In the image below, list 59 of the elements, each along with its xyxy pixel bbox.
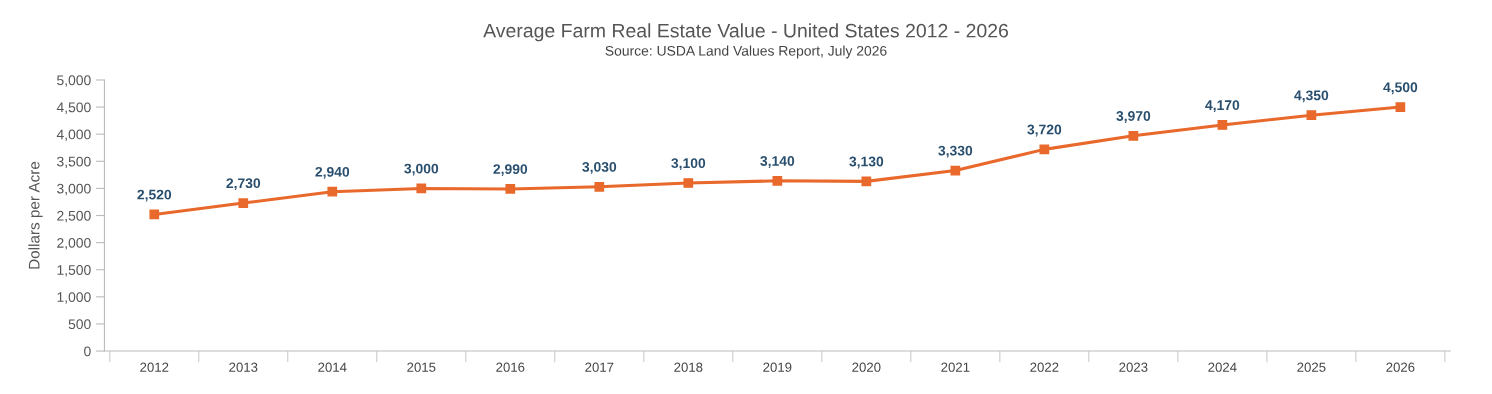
point [1128,130,1139,141]
data-label: 2,940 [315,166,350,179]
data-label: 3,130 [849,156,884,169]
data-label: 4,500 [1383,82,1418,95]
point [950,165,961,176]
data-label: 3,030 [582,162,617,174]
y-tick-label: 4,000 [56,129,91,142]
x-tick-label: 2014 [318,362,347,372]
y-tick-label: 2,500 [57,210,91,223]
data-label: 3,100 [671,158,706,171]
x-tick-label: 2023 [1119,362,1148,372]
y-tick-label: 500 [68,319,91,330]
point [683,178,694,188]
data-label: 3,720 [1027,124,1062,137]
y-axis-title: Dollars per Acre [28,161,43,269]
point [861,176,872,187]
data-label: 3,140 [760,156,795,168]
x-tick-label: 2016 [496,362,525,372]
data-label: 4,350 [1294,90,1329,103]
point [772,175,783,186]
x-tick-label: 2019 [763,362,792,372]
x-tick-label: 2018 [674,362,703,372]
x-tick-label: 2013 [229,362,258,372]
data-label: 3,330 [938,145,973,158]
point [1306,110,1317,121]
y-tick-label: 1,000 [57,292,91,304]
y-tick-label: 2,000 [57,237,91,250]
point [149,209,160,220]
y-tick-label: 3,500 [57,156,91,169]
y-tick-label: 4,500 [56,102,91,114]
data-label: 4,170 [1205,100,1240,113]
x-tick-label: 2022 [1030,362,1059,372]
x-tick-label: 2021 [941,362,970,372]
x-tick-label: 2024 [1208,362,1237,372]
point [238,198,249,208]
point [416,183,427,194]
point [505,184,516,194]
x-tick-label: 2017 [585,362,614,372]
data-label: 2,990 [493,164,528,177]
x-tick-label: 2026 [1386,362,1415,372]
x-tick-label: 2025 [1297,362,1326,372]
data-label: 2,730 [226,178,261,191]
data-label: 2,520 [137,189,172,202]
y-tick-label: 3,000 [57,183,91,196]
data-label: 3,000 [404,163,439,176]
x-tick-label: 2012 [140,362,169,372]
point [594,181,605,192]
point [1039,144,1050,155]
y-tick-label: 0 [84,346,91,357]
y-tick-label: 1,500 [57,265,91,277]
x-tick-label: 2015 [407,362,436,372]
chart-title: Average Farm Real Estate Value - United States 2012 - 2026 [483,23,1008,42]
chart-subtitle: Source: USDA Land Values Report, July 2026 [605,45,887,59]
x-tick-label: 2020 [852,362,881,372]
y-tick-label: 5,000 [57,75,91,87]
point [327,186,338,197]
point [1217,120,1228,130]
point [1395,102,1406,112]
data-label: 3,970 [1116,111,1151,123]
